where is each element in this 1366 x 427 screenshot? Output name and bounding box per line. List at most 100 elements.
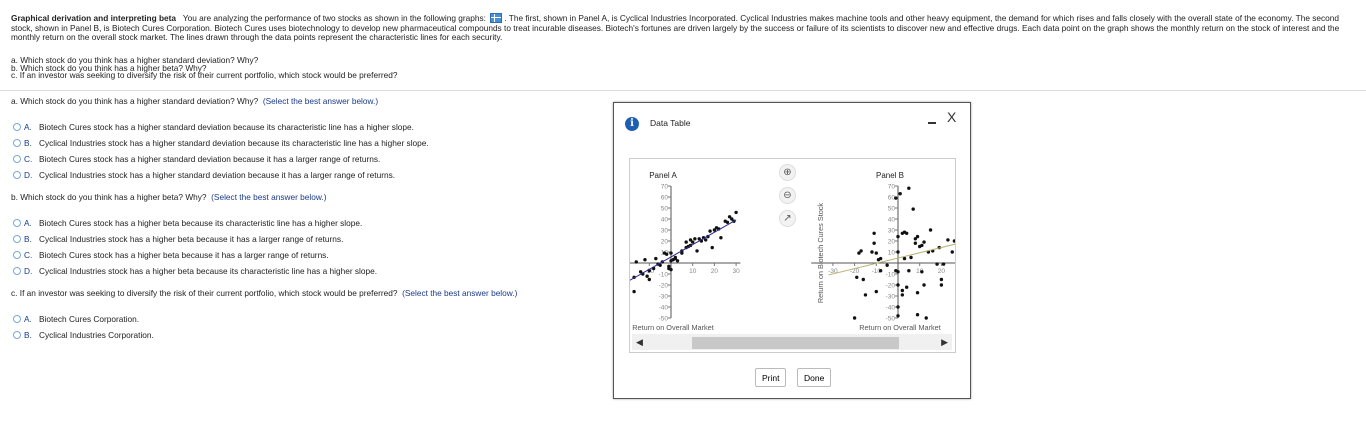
- data-point: [896, 314, 900, 318]
- option-letter: C.: [24, 154, 33, 164]
- y-tick-label: -40: [659, 305, 669, 312]
- data-point: [922, 283, 926, 287]
- characteristic-line: [828, 243, 955, 276]
- x-axis-label: Return on Overall Market: [632, 323, 714, 332]
- data-point: [734, 210, 738, 215]
- data-point: [695, 249, 699, 253]
- data-point: [863, 293, 868, 297]
- data-point: [904, 285, 909, 289]
- data-point: [907, 269, 911, 273]
- data-point: [719, 236, 723, 240]
- data-point: [900, 293, 905, 297]
- data-point: [898, 192, 902, 196]
- question-hint: (Select the best answer below.): [262, 96, 379, 106]
- close-button[interactable]: X: [947, 109, 957, 125]
- radio-button[interactable]: [13, 331, 21, 339]
- option-letter: B.: [24, 330, 32, 340]
- answer-option[interactable]: D. Cyclical Industries stock has a higher…: [13, 266, 377, 276]
- panel-title: Panel A: [649, 171, 677, 180]
- data-point: [675, 259, 680, 263]
- data-point: [654, 256, 658, 261]
- answer-option[interactable]: A. Biotech Cures stock has a higher beta …: [13, 218, 362, 228]
- intro-text: You are analyzing the performance of two…: [182, 13, 486, 23]
- radio-button[interactable]: [13, 123, 21, 131]
- x-tick-label: 10: [689, 268, 697, 275]
- radio-button[interactable]: [13, 267, 21, 275]
- data-point: [900, 288, 905, 293]
- answer-option[interactable]: A. Biotech Cures stock has a higher stand…: [13, 122, 414, 132]
- minimize-button[interactable]: [928, 115, 938, 125]
- data-point: [872, 231, 876, 235]
- y-tick-label: 20: [888, 239, 896, 246]
- question-item: b. Which stock do you think has a higher…: [11, 62, 207, 73]
- option-text: Biotech Cures stock has a higher beta be…: [39, 250, 329, 260]
- zoom-in-icon[interactable]: ⊕: [779, 164, 796, 181]
- data-point: [907, 186, 911, 190]
- y-tick-label: -30: [659, 294, 669, 301]
- x-tick-label: -10: [872, 268, 882, 275]
- data-table-icon[interactable]: [490, 13, 503, 23]
- data-point: [857, 251, 861, 255]
- data-point: [872, 241, 876, 245]
- data-point: [684, 240, 688, 244]
- data-point: [708, 229, 712, 233]
- data-point: [928, 228, 933, 232]
- data-point: [658, 263, 662, 267]
- zoom-out-icon[interactable]: ⊖: [779, 187, 796, 204]
- question-text: b. Which stock do you think has a higher…: [11, 192, 207, 202]
- option-text: Biotech Cures stock has a higher standar…: [39, 122, 414, 132]
- data-point: [915, 234, 920, 239]
- y-tick-label: -50: [659, 316, 669, 323]
- y-tick-label: -50: [886, 316, 896, 323]
- data-point: [727, 215, 732, 219]
- radio-button[interactable]: [13, 139, 21, 147]
- answer-option[interactable]: B. Cyclical Industries stock has a higher…: [13, 234, 343, 244]
- radio-button[interactable]: [13, 315, 21, 323]
- data-point: [878, 269, 883, 273]
- scroll-right-icon[interactable]: ▶: [941, 337, 948, 347]
- option-letter: A.: [24, 314, 32, 324]
- characteristic-line: [630, 219, 737, 281]
- data-point: [688, 238, 693, 242]
- horizontal-scrollbar[interactable]: ◀ ▶: [632, 334, 952, 350]
- answer-option[interactable]: C. Biotech Cures stock has a higher beta …: [13, 250, 329, 260]
- radio-button[interactable]: [13, 171, 21, 179]
- data-point: [645, 274, 649, 278]
- option-letter: D.: [24, 170, 33, 180]
- data-point: [915, 291, 920, 295]
- answer-option[interactable]: C. Biotech Cures stock has a higher stand…: [13, 154, 380, 164]
- data-point: [669, 251, 673, 255]
- option-text: Cyclical Industries stock has a higher b…: [39, 266, 378, 276]
- data-point: [643, 258, 647, 262]
- answer-option[interactable]: B. Cyclical Industries stock has a higher…: [13, 138, 429, 148]
- data-point: [941, 262, 946, 266]
- radio-button[interactable]: [13, 235, 21, 243]
- data-point: [697, 237, 701, 241]
- data-point: [669, 267, 673, 272]
- data-point: [874, 289, 878, 294]
- data-point: [632, 289, 636, 294]
- data-point: [712, 228, 717, 232]
- data-point: [861, 277, 865, 282]
- data-point: [725, 220, 730, 224]
- radio-button[interactable]: [13, 251, 21, 259]
- radio-button[interactable]: [13, 155, 21, 163]
- data-point: [878, 256, 883, 261]
- print-button[interactable]: Print: [755, 368, 787, 387]
- option-text: Cyclical Industries stock has a higher b…: [39, 234, 344, 244]
- data-point: [896, 283, 900, 287]
- scroll-left-icon[interactable]: ◀: [636, 337, 643, 347]
- done-button[interactable]: Done: [797, 368, 832, 387]
- radio-button[interactable]: [13, 219, 21, 227]
- open-external-icon[interactable]: ↗: [779, 210, 796, 227]
- data-point: [894, 196, 898, 200]
- data-point: [874, 251, 878, 255]
- y-tick-label: 40: [661, 217, 669, 224]
- data-point: [647, 277, 651, 282]
- scrollbar-thumb[interactable]: [692, 337, 899, 349]
- answer-option[interactable]: D. Cyclical Industries stock has a higher…: [13, 170, 395, 180]
- answer-option[interactable]: A. Biotech Cures Corporation.: [13, 314, 139, 324]
- option-letter: C.: [24, 250, 33, 260]
- answer-option[interactable]: B. Cyclical Industries Corporation.: [13, 330, 154, 340]
- data-point: [896, 250, 900, 254]
